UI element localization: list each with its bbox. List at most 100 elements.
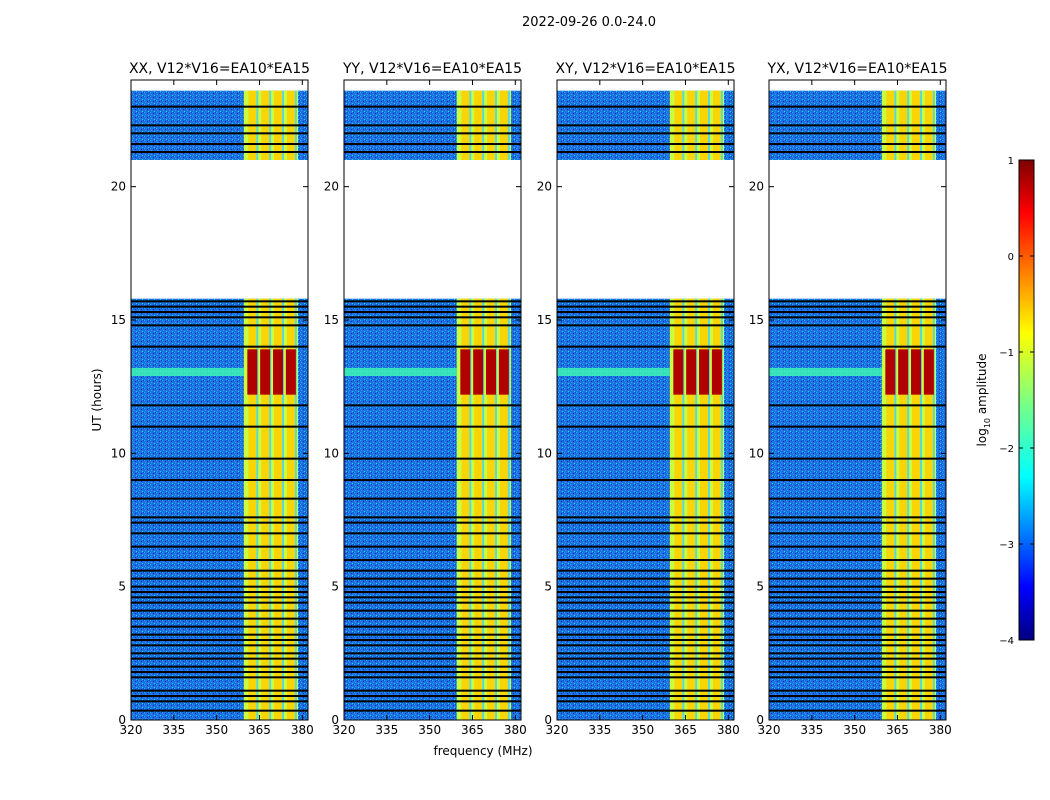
rfi-channel-edge [294,298,297,720]
x-tick-label: 320 [120,723,143,737]
y-axis-label: UT (hours) [90,368,104,431]
colorbar-tick-label: 1 [1008,156,1014,167]
panel-4: 320 335 350 365 380 0 5 10 15 20 YX, V12*V16=EA10*… [749,61,952,737]
flag-line [769,105,946,108]
flag-line [769,151,946,153]
flag-line [131,151,308,153]
x-tick-label: 380 [929,723,952,737]
rfi-channel [687,298,696,720]
flag-line [557,316,734,319]
flag-line [769,143,946,145]
flag-line [131,404,308,407]
flag-line [557,700,734,703]
flag-line [131,700,308,703]
flag-line [557,559,734,561]
colorbar-gradient [1018,159,1035,641]
rfi-channel-edge [907,298,910,720]
flag-line [131,585,308,588]
flag-line [131,132,308,135]
x-tick-label: 365 [674,723,697,737]
y-tick-label: 10 [111,446,126,460]
flag-line [769,532,946,535]
flag-line [769,665,946,668]
flag-line [344,151,521,153]
colorbar-tick-label: 0 [1008,252,1014,263]
x-tick-label: 350 [631,723,654,737]
strong-rfi [711,349,722,395]
flag-line [131,532,308,535]
strong-rfi [285,349,296,395]
colorbar-tick-label: −3 [999,540,1014,551]
flag-line [344,585,521,588]
flag-line [131,639,308,641]
flag-line [769,689,946,692]
flag-line [557,457,734,460]
y-tick-label: 10 [324,446,339,460]
x-tick-label: 320 [758,723,781,737]
rfi-channel-edge [282,298,285,720]
strong-rfi [686,349,697,395]
flag-line [557,665,734,668]
rfi-channel-edge [256,298,259,720]
flag-line [131,657,308,660]
flag-line [769,324,946,327]
flag-line [131,545,308,548]
flag-line [131,591,308,593]
flag-line [344,633,521,636]
flag-line [344,479,521,481]
y-tick-label: 0 [118,713,126,727]
flag-line [769,625,946,628]
rfi-channel [912,298,921,720]
rfi-channel [886,298,895,720]
panel-frame [768,79,947,721]
strong-rfi [498,349,509,395]
x-tick-label: 380 [504,723,527,737]
flag-line [344,132,521,135]
flag-line [131,521,308,524]
flag-line [769,521,946,524]
y-tick-label: 5 [118,580,126,594]
x-tick-label: 350 [843,723,866,737]
flag-line [344,105,521,108]
flag-line [557,596,734,599]
flag-line [344,665,521,668]
flag-line [344,652,521,655]
colorbar-label-log: log [975,428,989,446]
flag-line [769,316,946,319]
panel-frame [343,79,522,721]
rfi-channel [461,298,470,720]
y-tick-label: 15 [537,313,552,327]
x-tick-label: 335 [588,723,611,737]
flag-line [769,639,946,641]
flag-line [344,300,521,303]
flag-line [557,639,734,641]
flag-line [557,545,734,548]
flag-line [344,657,521,660]
flag-line [557,479,734,481]
flag-line [769,644,946,647]
y-tick-label: 0 [544,713,552,727]
y-tick-label: 15 [111,313,126,327]
flag-line [557,300,734,303]
y-tick-label: 5 [331,580,339,594]
flag-line [131,457,308,460]
flag-line [769,577,946,580]
flag-line [769,652,946,655]
flag-line [131,601,308,604]
flag-line [344,425,521,428]
panel-3: 320 335 350 365 380 0 5 10 15 20 XY, V12*V16=EA10*… [537,61,740,737]
flag-line [344,516,521,519]
flag-line [557,132,734,135]
flag-line [344,324,521,327]
rfi-channel-edge [932,298,935,720]
rfi-channel [899,298,908,720]
flag-line [344,345,521,348]
y-tick-label: 10 [537,446,552,460]
flag-line [131,497,308,500]
flag-line [131,596,308,599]
rfi-channel [248,298,257,720]
flag-line [344,601,521,604]
flag-line [557,516,734,519]
panel-title: XY, V12*V16=EA10*EA15 [555,61,735,77]
